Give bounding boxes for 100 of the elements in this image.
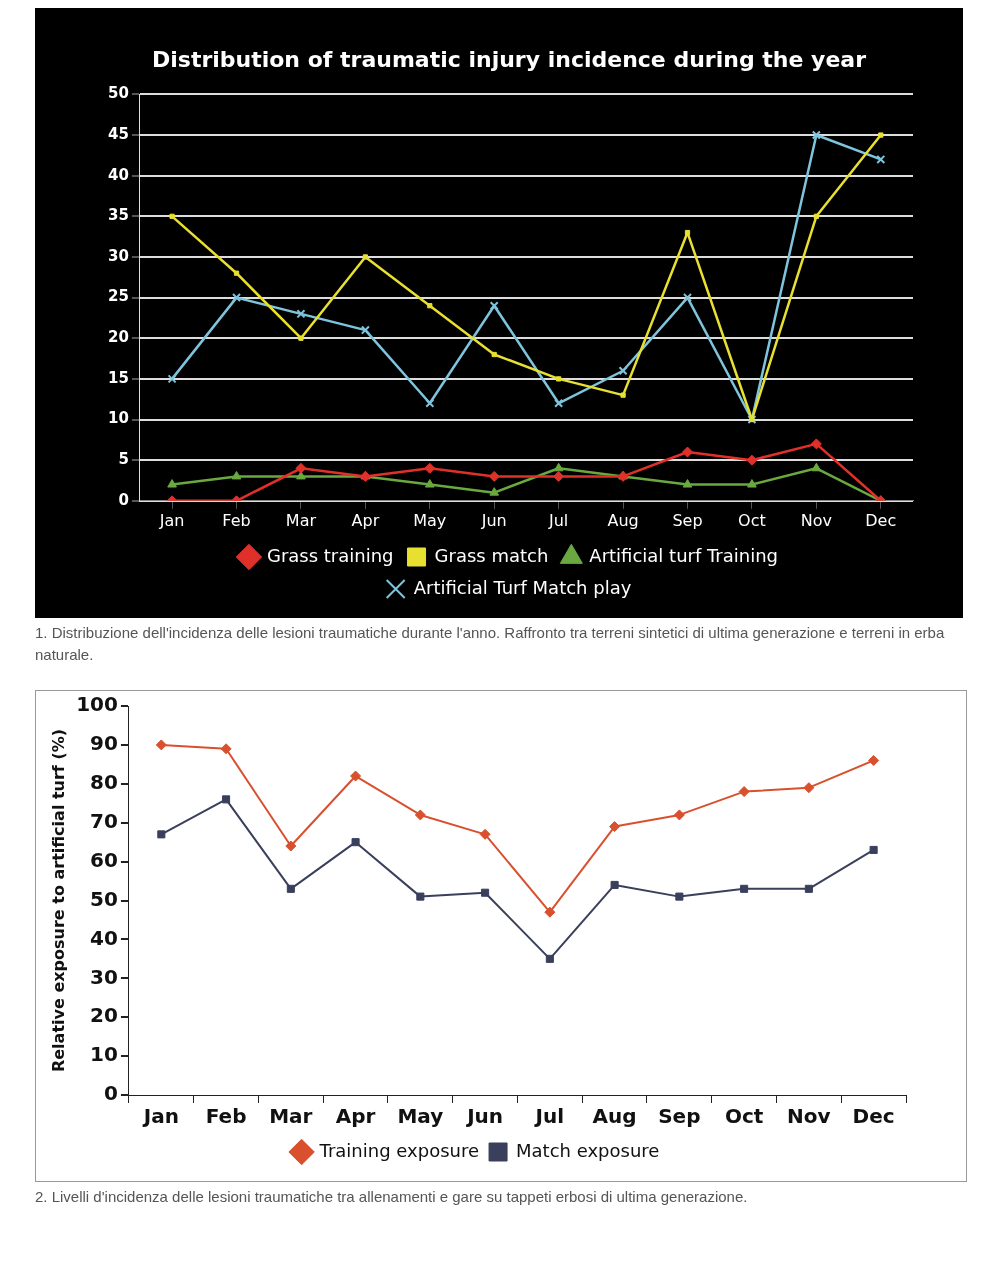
y-tick-label: 10 xyxy=(108,409,129,428)
point xyxy=(684,229,691,236)
point xyxy=(157,830,166,839)
x-tick-label: Jul xyxy=(547,510,569,530)
point xyxy=(233,270,240,276)
point xyxy=(553,462,564,472)
point xyxy=(231,470,242,480)
x-tick-label: Sep xyxy=(672,510,703,530)
y-tick-label: 5 xyxy=(118,450,129,469)
y-tick-label: 0 xyxy=(118,490,129,509)
x-tick-label: Feb xyxy=(205,1104,247,1129)
point xyxy=(155,739,167,751)
y-tick-label: 20 xyxy=(90,1003,118,1028)
point xyxy=(813,213,819,219)
x-tick-label: May xyxy=(397,1104,444,1129)
x-tick-label: Oct xyxy=(724,1104,764,1129)
chart-title: Distribution of traumatic injury incidence during the year xyxy=(151,46,867,72)
point xyxy=(222,795,231,804)
point xyxy=(746,454,758,466)
x-tick-label: May xyxy=(413,510,447,530)
x-tick-label: Nov xyxy=(800,510,832,530)
point xyxy=(286,884,295,893)
point xyxy=(682,446,694,458)
point xyxy=(481,888,490,897)
point xyxy=(424,462,436,474)
point xyxy=(427,303,433,309)
y-tick-label: 50 xyxy=(108,84,129,103)
text: 1. Distribuzione dell'incidenza delle lesioni traumatiche durante l'anno. Raffronto tra terreni sintetici di ultima generazione e terreni in erba naturale. xyxy=(35,623,946,665)
point xyxy=(610,880,619,889)
point xyxy=(489,487,500,496)
point xyxy=(673,809,685,821)
point xyxy=(167,479,177,488)
point xyxy=(554,398,564,408)
y-tick-label: 45 xyxy=(108,124,129,143)
y-tick-label: 60 xyxy=(90,847,118,872)
y-tick-label: 10 xyxy=(90,1042,118,1067)
legend-label: Artificial Turf Match play xyxy=(413,576,632,598)
y-tick-label: 20 xyxy=(108,328,129,347)
point xyxy=(682,293,693,303)
point xyxy=(738,786,750,798)
point xyxy=(416,892,425,901)
point xyxy=(295,462,307,474)
point xyxy=(298,335,304,341)
y-tick-label: 50 xyxy=(90,886,118,911)
point xyxy=(479,828,491,840)
y-tick-label: 30 xyxy=(108,246,129,265)
y-axis-title: Relative exposure to artificial turf (%) xyxy=(48,728,68,1073)
x-tick-label: Mar xyxy=(285,510,317,530)
x-tick-label: Mar xyxy=(269,1104,313,1129)
y-tick-label: 25 xyxy=(108,287,129,306)
x-tick-label: Feb xyxy=(222,510,251,530)
point xyxy=(811,130,821,140)
x-tick-label: Apr xyxy=(335,1104,376,1129)
point xyxy=(810,438,822,450)
x-tick-label: Jul xyxy=(533,1104,565,1129)
point xyxy=(675,892,684,901)
point xyxy=(878,132,884,138)
point xyxy=(556,376,562,382)
point xyxy=(414,809,426,821)
point xyxy=(682,479,693,488)
point xyxy=(618,366,628,376)
point xyxy=(167,374,177,384)
point xyxy=(869,845,878,854)
x-tick-label: Apr xyxy=(351,510,380,530)
point xyxy=(169,213,175,219)
point xyxy=(489,301,499,311)
y-tick-label: 35 xyxy=(108,206,129,225)
x-tick-label: Nov xyxy=(787,1104,831,1129)
point xyxy=(868,754,880,766)
point xyxy=(740,884,749,893)
point xyxy=(545,954,554,963)
x-tick-label: Jun xyxy=(480,510,507,530)
text: 2. Livelli d'incidenza delle lesioni traumatiche tra allenamenti e gare su tappeti erbosi di ultima generazione. xyxy=(35,1187,749,1207)
legend-label: Grass training xyxy=(266,544,394,566)
x-tick-label: Dec xyxy=(852,1104,895,1129)
point xyxy=(804,884,813,893)
point xyxy=(362,254,368,260)
point xyxy=(424,479,435,488)
point xyxy=(803,782,815,794)
point xyxy=(220,743,232,755)
legend-label: Training exposure xyxy=(318,1139,480,1161)
point xyxy=(747,479,757,488)
point xyxy=(425,398,435,408)
point xyxy=(620,392,626,398)
point xyxy=(350,770,362,782)
x-tick-label: Dec xyxy=(865,510,897,530)
point xyxy=(488,470,500,482)
point xyxy=(553,470,565,482)
point xyxy=(285,840,297,852)
x-tick-label: Aug xyxy=(607,510,639,530)
x-tick-label: Oct xyxy=(738,510,766,530)
x-tick-label: Jan xyxy=(158,510,185,530)
point xyxy=(876,154,886,164)
point xyxy=(811,462,822,472)
y-tick-label: 40 xyxy=(108,165,129,184)
x-tick-label: Sep xyxy=(658,1104,701,1129)
y-tick-label: 70 xyxy=(90,808,118,833)
point xyxy=(544,906,556,918)
x-tick-label: Aug xyxy=(592,1104,637,1129)
point xyxy=(296,309,306,319)
